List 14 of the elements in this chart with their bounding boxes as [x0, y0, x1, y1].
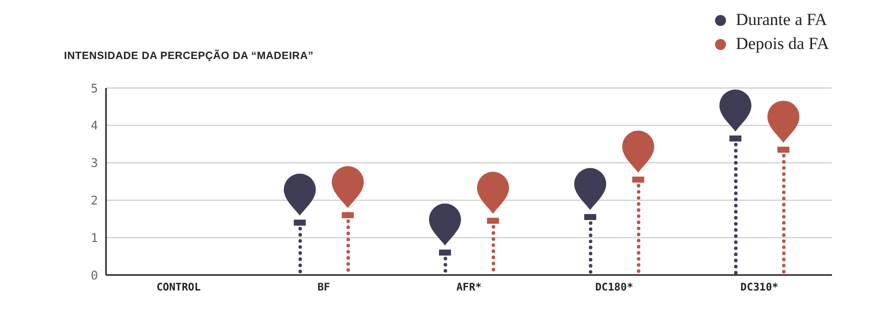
y-tick-label: 1: [90, 230, 98, 245]
chart-title: INTENSIDADE DA PERCEPÇÃO DA “MADEIRA”: [64, 50, 314, 62]
y-tick-label: 4: [90, 118, 98, 133]
legend-label: Durante a FA: [736, 10, 828, 30]
x-tick-label: CONTROL: [156, 281, 201, 294]
y-tick-label: 2: [90, 193, 98, 208]
y-tick-label: 0: [90, 268, 98, 282]
x-tick-label: BF: [317, 281, 330, 294]
y-tick-label: 3: [90, 156, 98, 170]
x-tick-label: DC180*: [595, 281, 634, 294]
x-tick-label: DC310*: [740, 281, 778, 294]
legend-label: Depois da FA: [736, 34, 829, 54]
x-tick-label: AFR*: [456, 281, 482, 294]
y-tick-label: 5: [90, 81, 98, 96]
